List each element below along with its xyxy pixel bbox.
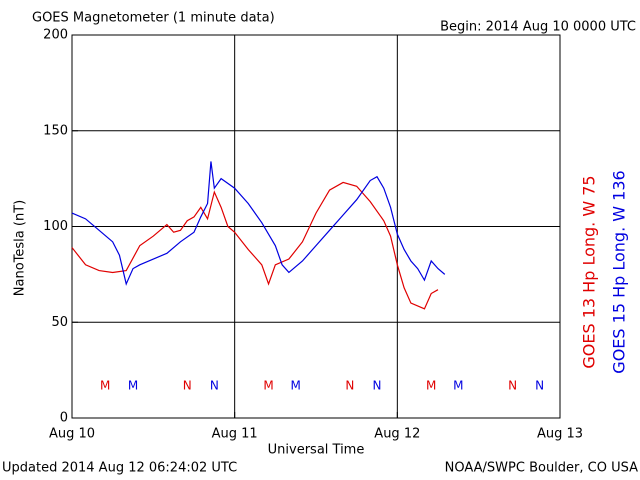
x-tick-label: Aug 12 — [374, 427, 420, 442]
footer-right: NOAA/SWPC Boulder, CO USA — [445, 461, 638, 476]
series-line — [71, 181, 439, 310]
x-tick-label: Aug 13 — [537, 427, 583, 442]
chart-title: GOES Magnetometer (1 minute data) — [32, 11, 275, 26]
legend-label: GOES 15 Hp Long. W 136 — [610, 170, 629, 373]
marker-label: N — [535, 379, 544, 393]
marker-label: M — [128, 379, 138, 393]
marker-label: M — [100, 379, 110, 393]
marker-label: N — [345, 379, 354, 393]
marker-label: N — [373, 379, 382, 393]
footer-left: Updated 2014 Aug 12 06:24:02 UTC — [2, 461, 237, 476]
marker-label: M — [426, 379, 436, 393]
y-axis-label: NanoTesla (nT) — [13, 200, 28, 296]
x-tick-label: Aug 10 — [49, 427, 95, 442]
legend-label: GOES 13 Hp Long. W 75 — [580, 175, 599, 368]
x-axis-label: Universal Time — [268, 443, 365, 458]
y-tick-label: 0 — [60, 411, 68, 426]
y-tick-label: 200 — [43, 28, 68, 43]
marker-label: N — [183, 379, 192, 393]
x-tick-label: Aug 11 — [212, 427, 258, 442]
marker-label: N — [508, 379, 517, 393]
y-tick-label: 100 — [43, 219, 68, 234]
y-tick-label: 50 — [51, 315, 68, 330]
marker-label: M — [290, 379, 300, 393]
marker-label: N — [210, 379, 219, 393]
marker-label: M — [263, 379, 273, 393]
chart-subtitle: Begin: 2014 Aug 10 0000 UTC — [440, 20, 636, 35]
marker-label: M — [453, 379, 463, 393]
series-line — [71, 161, 446, 286]
y-tick-label: 150 — [43, 123, 68, 138]
